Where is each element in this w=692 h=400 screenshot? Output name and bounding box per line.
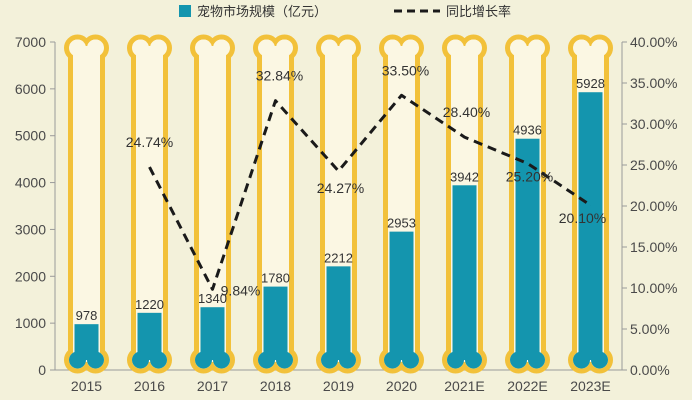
y-right-tick-label: 20.00% bbox=[630, 198, 677, 214]
bar bbox=[326, 266, 351, 360]
y-right-tick-label: 30.00% bbox=[630, 116, 677, 132]
x-tick-label: 2020 bbox=[386, 378, 417, 394]
bar-foot bbox=[87, 351, 104, 369]
y-left-tick-label: 1000 bbox=[15, 315, 46, 331]
bar-foot bbox=[213, 351, 230, 369]
bar-value-label: 1340 bbox=[198, 291, 227, 306]
bar bbox=[452, 185, 477, 360]
bar-foot bbox=[195, 351, 212, 369]
line-labels: 24.74% 9.84% 32.84% 24.27% 33.50% 28.40% 25.20… bbox=[126, 62, 606, 298]
bar-foot bbox=[132, 351, 149, 369]
y-left-tick-label: 5000 bbox=[15, 128, 46, 144]
bar-value-label: 2953 bbox=[387, 216, 416, 231]
x-tick-label: 2019 bbox=[323, 378, 354, 394]
x-tick-label: 2017 bbox=[197, 378, 228, 394]
y-right-tick-label: 0.00% bbox=[630, 362, 670, 378]
bar bbox=[200, 307, 225, 360]
bar-value-label: 1780 bbox=[261, 271, 290, 286]
bar-foot bbox=[510, 351, 527, 369]
bar-foot bbox=[384, 351, 401, 369]
growth-value-label: 32.84% bbox=[256, 68, 303, 84]
growth-value-label: 24.27% bbox=[317, 180, 364, 196]
legend-line-label: 同比增长率 bbox=[446, 4, 511, 20]
bar-foot bbox=[573, 351, 590, 369]
y-left-tick-label: 4000 bbox=[15, 175, 46, 191]
growth-value-label: 33.50% bbox=[382, 62, 429, 78]
y-left-tick-label: 3000 bbox=[15, 221, 46, 237]
bar-foot bbox=[591, 351, 608, 369]
growth-value-label: 9.84% bbox=[221, 282, 261, 298]
bar-foot bbox=[150, 351, 167, 369]
bar bbox=[578, 92, 603, 360]
bar bbox=[263, 286, 288, 360]
bar-value-label: 3942 bbox=[450, 169, 479, 184]
growth-value-label: 24.74% bbox=[126, 134, 173, 150]
x-tick-label: 2023E bbox=[570, 378, 610, 394]
legend-bar-swatch bbox=[179, 5, 191, 17]
growth-value-label: 28.40% bbox=[443, 104, 490, 120]
y-right-tick-label: 5.00% bbox=[630, 321, 670, 337]
bar-value-label: 5928 bbox=[576, 76, 605, 91]
x-tick-label: 2018 bbox=[260, 378, 291, 394]
bone-inner bbox=[136, 46, 163, 362]
bar bbox=[389, 231, 414, 360]
growth-line bbox=[148, 93, 592, 291]
legend: 宠物市场规模（亿元） 同比增长率 bbox=[179, 4, 511, 20]
bone-inner bbox=[73, 46, 100, 362]
y-right-tick-label: 10.00% bbox=[630, 280, 677, 296]
bar-foot bbox=[321, 351, 338, 369]
bar-foot bbox=[258, 351, 275, 369]
y-right-tick-label: 35.00% bbox=[630, 75, 677, 91]
y-left-tick-label: 0 bbox=[38, 362, 46, 378]
bars bbox=[69, 92, 608, 369]
bar-foot bbox=[402, 351, 419, 369]
y-right-tick-label: 25.00% bbox=[630, 157, 677, 173]
x-tick-label: 2015 bbox=[71, 378, 102, 394]
bar-foot bbox=[69, 351, 86, 369]
growth-value-label: 25.20% bbox=[506, 168, 553, 184]
growth-value-label: 20.10% bbox=[559, 210, 606, 226]
x-tick-label: 2022E bbox=[507, 378, 547, 394]
y-right-tick-label: 40.00% bbox=[630, 34, 677, 50]
bar-value-label: 1220 bbox=[135, 297, 164, 312]
y-left-tick-label: 2000 bbox=[15, 268, 46, 284]
bone bbox=[316, 34, 361, 374]
legend-bar-label: 宠物市场规模（亿元） bbox=[197, 4, 327, 20]
x-tick-label: 2016 bbox=[134, 378, 165, 394]
bone bbox=[64, 34, 109, 374]
bar-value-label: 4936 bbox=[513, 123, 542, 138]
bar bbox=[515, 138, 540, 360]
bar-foot bbox=[339, 351, 356, 369]
y-left-tick-label: 7000 bbox=[15, 34, 46, 50]
line-series bbox=[148, 93, 592, 291]
bar-value-label: 2212 bbox=[324, 250, 353, 265]
y-right-tick-label: 15.00% bbox=[630, 239, 677, 255]
bar-foot bbox=[276, 351, 293, 369]
bar-value-label: 978 bbox=[76, 308, 98, 323]
bar-foot bbox=[465, 351, 482, 369]
bar-foot bbox=[528, 351, 545, 369]
y-left-tick-label: 6000 bbox=[15, 81, 46, 97]
bar-foot bbox=[447, 351, 464, 369]
x-tick-label: 2021E bbox=[444, 378, 484, 394]
bar-labels: 978 1220 1340 1780 2212 2953 3942 4936 5928 bbox=[76, 76, 605, 323]
